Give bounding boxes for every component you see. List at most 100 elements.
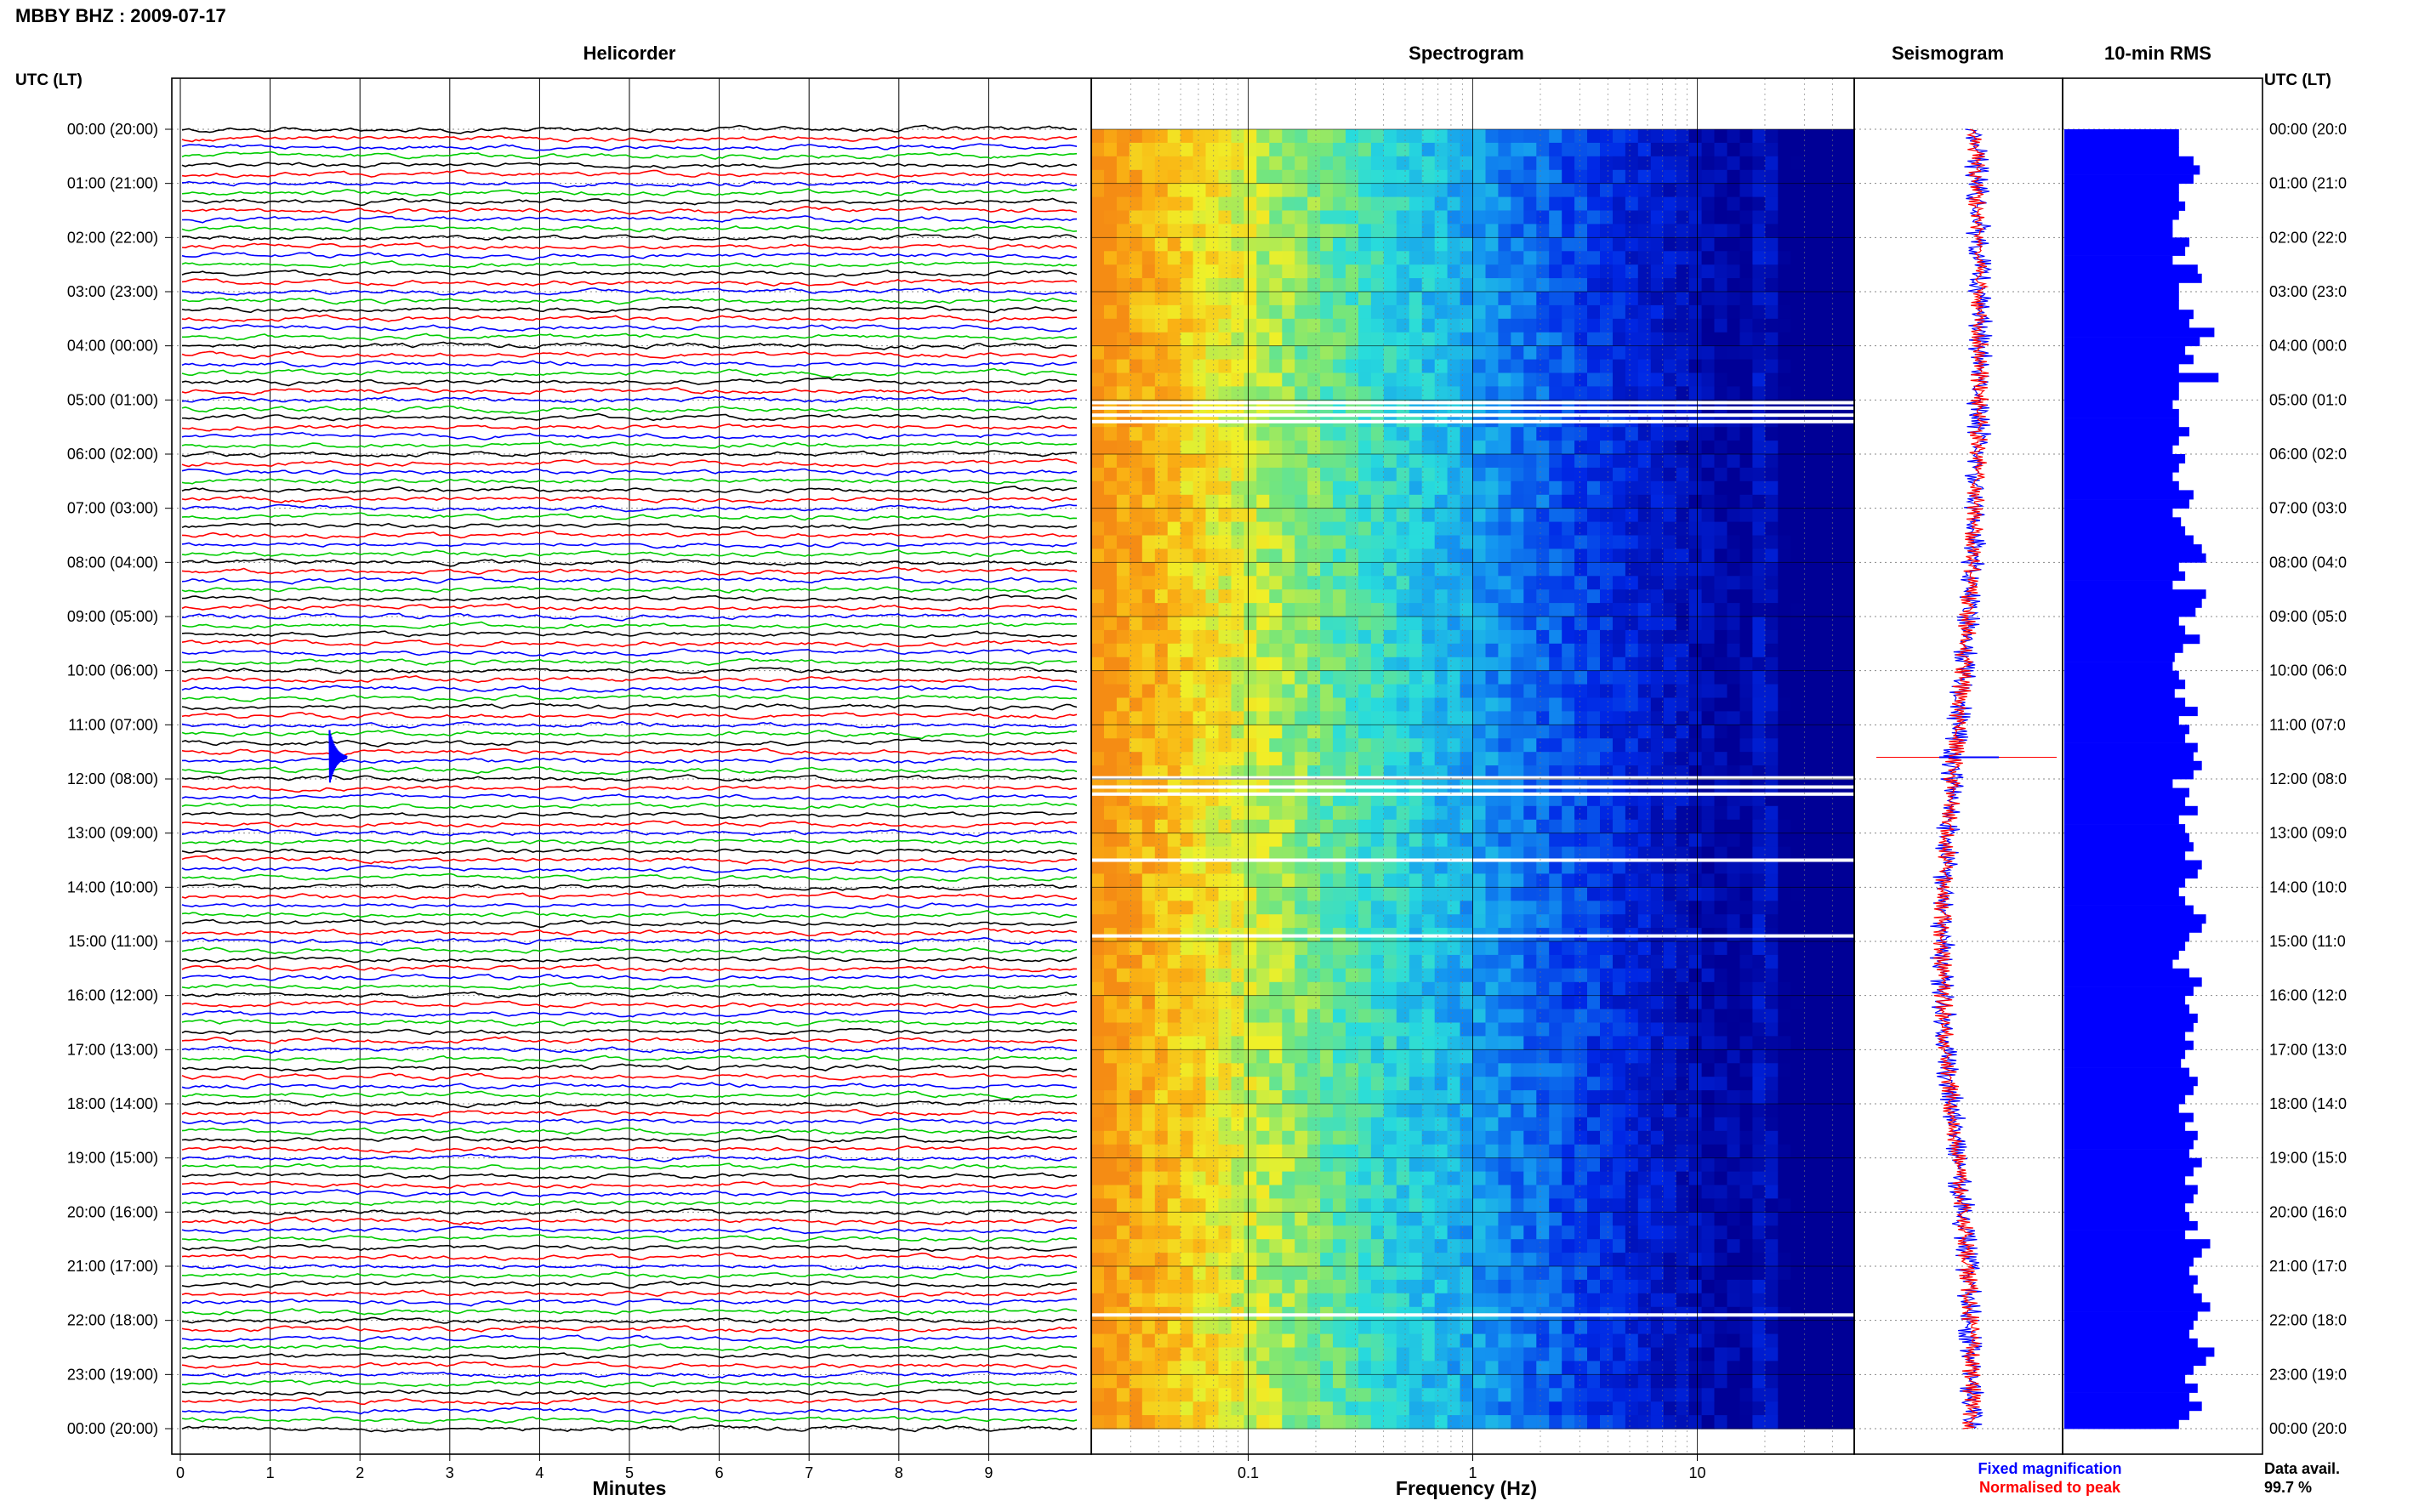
spectrogram-cell [1613,819,1626,834]
spectrogram-cell [1141,833,1156,848]
spectrogram-cell [1562,521,1575,537]
spectrogram-cell [1231,846,1244,861]
spectrogram-cell [1765,562,1779,577]
spectrogram-cell [1218,1144,1232,1159]
spectrogram-cell [1587,1171,1601,1186]
spectrogram-cell [1307,454,1321,469]
spectrogram-cell [1358,237,1372,252]
spectrogram-cell [1129,617,1143,631]
spectrogram-cell [1129,196,1143,212]
spectrogram-cell [1104,954,1118,969]
spectrogram-cell [1358,1212,1372,1226]
spectrogram-cell [1676,657,1690,672]
spectrogram-cell [1523,480,1537,496]
spectrogram-cell [1116,1253,1130,1267]
spectrogram-cell [1701,535,1716,549]
spectrogram-cell [1460,684,1473,699]
spectrogram-cell [1485,1049,1499,1064]
spectrogram-cell [1650,576,1665,590]
spectrogram-cell [1485,752,1499,766]
spectrogram-cell [1091,278,1105,293]
spectrogram-cell [1841,535,1855,549]
spectrogram-cell [1091,169,1105,185]
spectrogram-cell [1167,156,1181,171]
spectrogram-cell [1192,345,1207,361]
spectrogram-cell [1676,359,1690,374]
spectrogram-cell [1829,657,1842,672]
spectrogram-cell [1829,292,1842,306]
spectrogram-cell [1637,792,1652,807]
spectrogram-cell [1231,224,1244,238]
spectrogram-cell [1116,981,1130,997]
spectrogram-cell [1141,629,1156,645]
spectrogram-cell [1688,738,1703,753]
spectrogram-cell [1613,981,1626,997]
spectrogram-cell [1141,1063,1156,1077]
spectrogram-cell [1320,1063,1334,1077]
spectrogram-cell [1396,1022,1410,1037]
spectrogram-cell [1841,576,1855,590]
spectrogram-cell [1091,954,1105,969]
spectrogram-cell [1587,1117,1601,1132]
spectrogram-cell [1600,345,1614,361]
spectrogram-cell [1091,617,1105,631]
spectrogram-cell [1574,941,1588,956]
spectrogram-cell [1752,480,1766,496]
spectrogram-cell [1154,684,1169,699]
spectrogram-cell [1650,805,1665,821]
spectrogram-cell [1231,670,1244,685]
spectrogram-cell [1650,210,1665,225]
spectrogram-cell [1295,332,1308,347]
spectrogram-cell [1129,183,1143,198]
spectrogram-cell [1625,981,1639,997]
spectrogram-cell [1320,1198,1334,1213]
spectrogram-cell [1295,292,1308,306]
spectrogram-cell [1752,914,1766,929]
spectrogram-cell [1663,873,1677,888]
spectrogram-cell [1625,454,1639,469]
spectrogram-cell [1180,345,1194,361]
spectrogram-cell [1192,833,1207,848]
spectrogram-cell [1154,1049,1169,1064]
spectrogram-cell [1409,1090,1423,1105]
spectrogram-cell [1383,224,1397,238]
spectrogram-cell [1129,441,1143,455]
spectrogram-cell [1333,805,1346,821]
spectrogram-cell [1409,954,1423,969]
spectrogram-cell [1778,873,1791,888]
spectrogram-cell [1282,129,1295,144]
spectrogram-cell [1320,792,1334,807]
spectrogram-cell [1269,521,1283,537]
spectrogram-cell [1562,887,1575,901]
spectrogram-cell [1370,697,1385,712]
spectrogram-cell [1613,359,1626,374]
spectrogram-cell [1676,1198,1690,1213]
spectrogram-cell [1511,427,1524,441]
spectrogram-cell [1790,670,1804,685]
spectrogram-cell [1829,629,1842,645]
spectrogram-cell [1091,819,1105,834]
spectrogram-cell [1167,480,1181,496]
spectrogram-cell [1574,454,1588,469]
spectrogram-cell [1739,549,1753,563]
spectrogram-cell [1485,1144,1499,1159]
spectrogram-cell [1307,1063,1321,1077]
spectrogram-cell [1116,372,1130,387]
spectrogram-cell [1523,968,1537,983]
spectrogram-cell [1244,508,1257,523]
spectrogram-cell [1485,142,1499,157]
spectrogram-cell [1282,1009,1295,1024]
spectrogram-cell [1676,549,1690,563]
spectrogram-cell [1104,968,1118,983]
spectrogram-cell [1180,467,1194,482]
spectrogram-cell [1231,1049,1244,1064]
spectrogram-cell [1816,441,1830,455]
spectrogram-cell [1346,765,1359,780]
spectrogram-cell [1346,156,1359,171]
spectrogram-cell [1829,264,1842,279]
spectrogram-cell [1727,805,1740,821]
spectrogram-cell [1714,860,1727,874]
spectrogram-cell [1727,1185,1740,1199]
spectrogram-cell [1231,792,1244,807]
spectrogram-cell [1778,1077,1791,1091]
